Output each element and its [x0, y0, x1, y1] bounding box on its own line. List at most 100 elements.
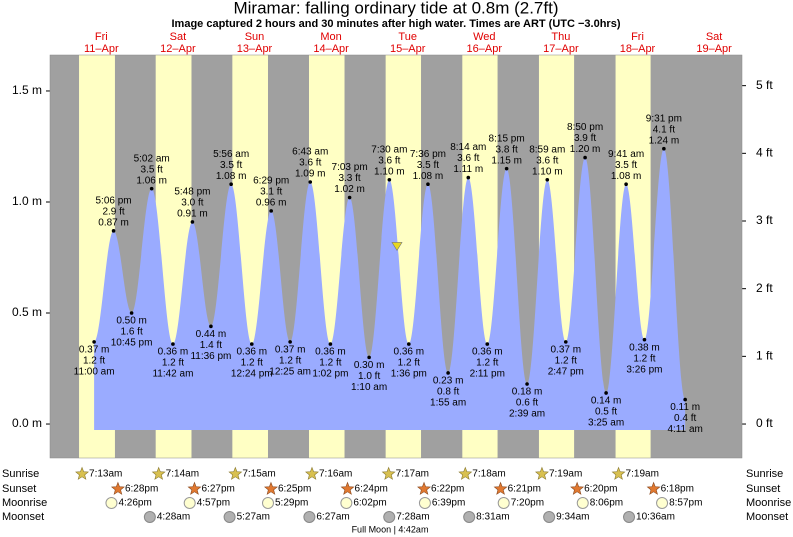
tide-label: 1.11 m — [453, 164, 483, 175]
tide-label: 0.38 m — [629, 342, 660, 353]
y2-tick-label: 5 ft — [756, 78, 773, 92]
tide-label: 1.20 m — [570, 144, 601, 155]
day-date: 14–Apr — [313, 43, 349, 55]
moonrise-time: 4:57pm — [197, 498, 230, 509]
tide-label: 0.96 m — [256, 198, 287, 209]
tide-label: 0.30 m — [354, 360, 385, 371]
sunrise-time: 7:13am — [89, 469, 122, 480]
tide-label: 1.24 m — [649, 135, 680, 146]
tide-label: 0.91 m — [177, 209, 208, 220]
tide-label: 1.2 ft — [476, 358, 498, 369]
tide-label: 5:06 pm — [96, 195, 132, 206]
current-marker — [391, 242, 403, 251]
sunrise-time: 7:16am — [319, 469, 352, 480]
tide-point — [604, 391, 608, 395]
tide-label: 3.0 ft — [181, 198, 203, 209]
tide-label: 8:50 pm — [567, 122, 603, 133]
tide-label: 3.6 ft — [299, 158, 321, 169]
row-label: Moonset — [2, 511, 44, 523]
tide-label: 11:42 am — [152, 369, 193, 380]
moonrise-time: 8:57pm — [669, 498, 702, 509]
tide-point — [525, 382, 529, 386]
tide-label: 0.6 ft — [516, 398, 538, 409]
sunset-icon — [570, 481, 585, 495]
moonset-icon — [143, 511, 156, 523]
tide-label: 1.2 ft — [83, 356, 105, 367]
y2-tick-label: 1 ft — [756, 349, 773, 363]
tide-label: 1:55 am — [430, 398, 466, 409]
tide-label: 2:47 pm — [548, 367, 584, 378]
tide-label: 5:48 pm — [174, 187, 210, 198]
tide-label: 0.36 m — [472, 347, 503, 358]
tide-label: 1.09 m — [295, 169, 326, 180]
tide-label: 3.6 ft — [378, 155, 400, 166]
tide-point — [149, 186, 154, 191]
tide-label: 10:45 pm — [111, 338, 153, 349]
tide-label: 1.06 m — [136, 175, 167, 186]
sunrise-icon — [611, 466, 626, 480]
moonset-icon — [623, 511, 636, 523]
tide-area — [94, 148, 686, 431]
sunset-time: 6:22pm — [431, 484, 464, 495]
moonset-time: 7:28am — [396, 512, 429, 523]
tide-point — [545, 177, 550, 182]
tide-point — [269, 209, 273, 213]
tide-point — [209, 324, 213, 329]
tide-label: 1:10 am — [351, 382, 387, 393]
tide-label: 2:39 am — [509, 409, 545, 420]
tide-label: 1.15 m — [491, 155, 522, 166]
y2-tick-label: 4 ft — [756, 146, 773, 160]
day-name: Sun — [245, 31, 265, 43]
tide-point — [328, 342, 333, 346]
day-name: Wed — [473, 31, 495, 43]
moonrise-icon — [105, 497, 118, 509]
day-date: 12–Apr — [160, 43, 196, 55]
chart-subtitle: Image captured 2 hours and 30 minutes af… — [172, 18, 621, 30]
row-label: Moonset — [746, 511, 788, 523]
tide-label: 3:25 am — [588, 418, 624, 429]
y2-tick-label: 0 ft — [756, 416, 773, 430]
tide-label: 1.0 ft — [358, 371, 380, 382]
tide-label: 2:11 pm — [470, 369, 505, 380]
moonset-icon — [463, 511, 476, 523]
moonrise-time: 6:02pm — [353, 498, 386, 509]
tide-label: 3.5 ft — [141, 164, 163, 175]
tide-label: 8:59 am — [529, 144, 565, 155]
tide-label: 3.5 ft — [615, 160, 637, 171]
tide-point — [249, 342, 254, 346]
sunrise-icon — [458, 466, 473, 480]
tide-label: 0.36 m — [158, 347, 189, 358]
tide-point — [229, 182, 233, 187]
sunset-icon — [417, 481, 431, 495]
tide-label: 3.6 ft — [457, 153, 479, 164]
day-date: 11–Apr — [84, 43, 119, 55]
plot-frame — [49, 54, 743, 459]
moon-phase: Full Moon | 4:42am — [352, 524, 429, 534]
row-label: Sunset — [2, 483, 36, 495]
tide-label: 1:36 pm — [391, 369, 427, 380]
tide-label: 1.6 ft — [120, 327, 142, 338]
day-date: 13–Apr — [237, 43, 273, 55]
moonrise-icon — [262, 497, 275, 509]
sunset-time: 6:20pm — [584, 484, 617, 495]
tide-label: 3.9 ft — [574, 133, 596, 144]
tide-label: 0.36 m — [394, 347, 425, 358]
tide-label: 1.02 m — [334, 184, 365, 195]
day-date: 15–Apr — [390, 43, 426, 55]
tide-label: 9:31 pm — [646, 113, 682, 124]
chart-title: Miramar: falling ordinary tide at 0.8m (… — [233, 0, 558, 17]
day-date: 19–Apr — [696, 43, 732, 55]
tide-label: 11:36 pm — [190, 351, 231, 362]
sunrise-icon — [534, 466, 549, 480]
moonset-icon — [383, 511, 396, 523]
tide-point — [92, 340, 96, 344]
moonrise-icon — [656, 497, 669, 509]
sunset-icon — [340, 481, 355, 495]
tide-label: 1.2 ft — [319, 358, 341, 369]
tide-point — [288, 340, 292, 344]
tide-label: 0.37 m — [79, 345, 110, 356]
sunset-icon — [493, 481, 508, 495]
tide-label: 1.2 ft — [162, 358, 184, 369]
tide-label: 1.4 ft — [200, 340, 222, 351]
tide-label: 11:00 am — [74, 367, 115, 378]
